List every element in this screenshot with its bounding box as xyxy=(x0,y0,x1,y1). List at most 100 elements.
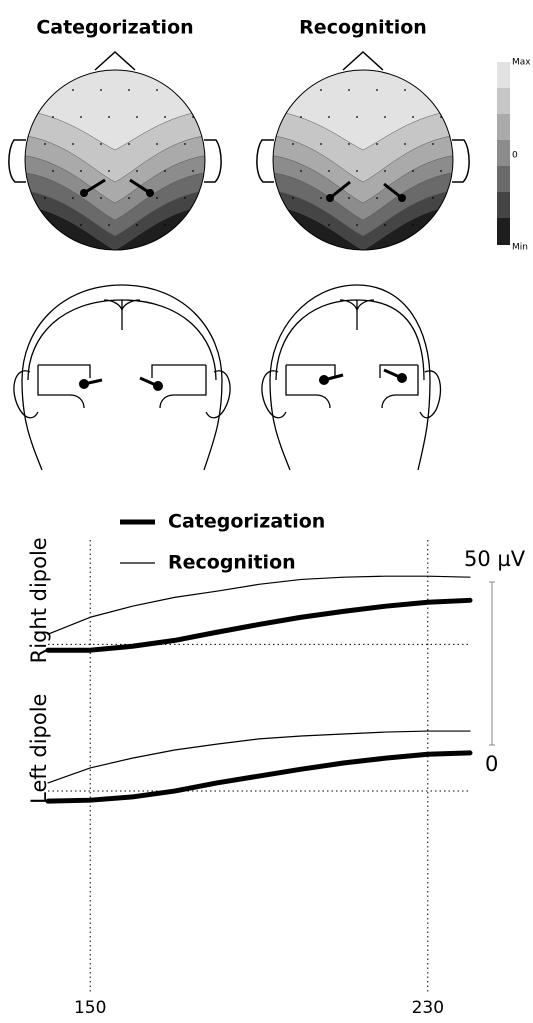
electrode xyxy=(136,224,138,226)
electrode xyxy=(440,170,442,172)
electrode xyxy=(376,197,378,199)
electrode xyxy=(348,197,350,199)
electrode xyxy=(100,143,102,145)
electrode xyxy=(136,170,138,172)
electrode xyxy=(292,89,294,91)
map-title: Recognition xyxy=(299,17,427,39)
electrode xyxy=(156,197,158,199)
colorbar-max: Max xyxy=(512,58,531,68)
electrode xyxy=(164,224,166,226)
electrode xyxy=(320,143,322,145)
electrode xyxy=(292,197,294,199)
electrode xyxy=(164,116,166,118)
electrode xyxy=(184,143,186,145)
colorbar: Max 0 Min xyxy=(497,58,531,253)
electrode xyxy=(128,143,130,145)
electrode xyxy=(440,224,442,226)
electrode xyxy=(164,170,166,172)
electrode xyxy=(384,224,386,226)
topomaps xyxy=(9,52,469,255)
electrode xyxy=(320,89,322,91)
electrode xyxy=(192,170,194,172)
colorbar-min: Min xyxy=(512,243,528,253)
electrode xyxy=(192,224,194,226)
electrode xyxy=(432,197,434,199)
topomap xyxy=(268,60,458,255)
electrode xyxy=(376,89,378,91)
electrode xyxy=(412,170,414,172)
electrode xyxy=(356,224,358,226)
electrode xyxy=(128,89,130,91)
electrode xyxy=(80,116,82,118)
head-right xyxy=(262,285,441,470)
series-line xyxy=(48,600,470,650)
nose xyxy=(95,52,135,70)
electrode xyxy=(108,116,110,118)
electrode xyxy=(384,116,386,118)
electrode xyxy=(328,224,330,226)
dipole-origin xyxy=(326,194,334,202)
electrode xyxy=(328,170,330,172)
scale-label: 50 µV xyxy=(464,547,526,571)
scale-zero: 0 xyxy=(485,752,498,776)
electrode xyxy=(348,89,350,91)
electrode xyxy=(80,224,82,226)
electrode xyxy=(156,89,158,91)
colorbar-step xyxy=(497,62,510,88)
electrode xyxy=(328,116,330,118)
electrode xyxy=(432,89,434,91)
electrode xyxy=(80,170,82,172)
electrode xyxy=(384,170,386,172)
head-left xyxy=(14,285,230,470)
x-tick-label: 230 xyxy=(412,998,444,1018)
ear xyxy=(204,140,221,182)
electrode xyxy=(412,224,414,226)
electrode xyxy=(404,143,406,145)
ear xyxy=(257,140,274,182)
electrode xyxy=(320,197,322,199)
electrode xyxy=(72,89,74,91)
electrode xyxy=(100,89,102,91)
ear xyxy=(452,140,469,182)
dipole-origin xyxy=(146,189,154,197)
legend-label: Categorization xyxy=(168,511,325,533)
electrode xyxy=(156,143,158,145)
electrode xyxy=(100,197,102,199)
panel-label: Right dipole xyxy=(27,537,51,663)
electrode xyxy=(376,143,378,145)
figure: Categorization Recognition Max 0 Min xyxy=(0,0,533,1023)
electrode xyxy=(52,116,54,118)
ear xyxy=(9,140,26,182)
colorbar-step xyxy=(497,192,510,218)
x-tick-label: 150 xyxy=(74,998,106,1018)
colorbar-step xyxy=(497,114,510,140)
electrode xyxy=(108,170,110,172)
colorbar-step xyxy=(497,88,510,114)
dipole-origin xyxy=(80,189,88,197)
colorbar-step xyxy=(497,218,510,245)
dipole-origin xyxy=(398,194,406,202)
colorbar-step xyxy=(497,140,510,166)
map-title: Categorization xyxy=(36,17,193,39)
electrode xyxy=(404,89,406,91)
electrode xyxy=(136,116,138,118)
legend-label: Recognition xyxy=(168,552,296,574)
electrode xyxy=(356,116,358,118)
panel-label: Left dipole xyxy=(27,694,51,804)
electrode xyxy=(300,170,302,172)
electrode xyxy=(348,143,350,145)
dipole-chart: Categorization Recognition 150 230 Right dip… xyxy=(27,511,526,1019)
electrode xyxy=(356,170,358,172)
colorbar-zero: 0 xyxy=(512,151,518,161)
electrode xyxy=(44,89,46,91)
electrode xyxy=(52,170,54,172)
electrode xyxy=(184,89,186,91)
electrode xyxy=(300,116,302,118)
electrode xyxy=(108,224,110,226)
series-line xyxy=(48,753,470,801)
electrode xyxy=(128,197,130,199)
colorbar-step xyxy=(497,166,510,192)
nose xyxy=(343,52,383,70)
electrode xyxy=(412,116,414,118)
electrode xyxy=(184,197,186,199)
